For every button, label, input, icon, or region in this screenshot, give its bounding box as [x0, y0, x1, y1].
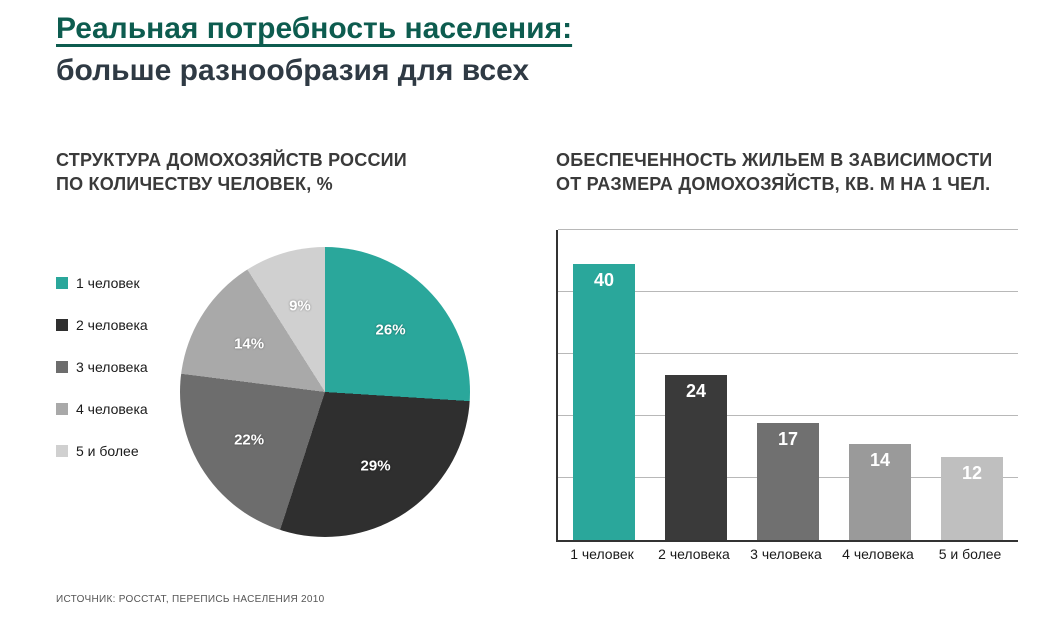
pie-disc	[180, 247, 470, 537]
legend-label: 4 человека	[76, 401, 148, 417]
pie-chart: 26% 29% 22% 14% 9%	[180, 247, 470, 537]
legend-swatch	[56, 403, 68, 415]
page-title: Реальная потребность населения:	[56, 12, 572, 46]
bar-chart: 40 24 17 14 12	[556, 230, 1018, 542]
legend-label: 1 человек	[76, 275, 140, 291]
bar-value-label: 24	[665, 381, 727, 402]
bar-slot: 14	[834, 230, 926, 540]
legend-item: 2 человека	[56, 317, 148, 333]
bar-x-label: 4 человека	[832, 546, 924, 562]
legend-swatch	[56, 277, 68, 289]
source-footnote: ИСТОЧНИК: РОССТАТ, ПЕРЕПИСЬ НАСЕЛЕНИЯ 20…	[56, 594, 325, 605]
legend-label: 5 и более	[76, 443, 139, 459]
bar-group: 40 24 17 14 12	[558, 230, 1018, 540]
bar-slot: 12	[926, 230, 1018, 540]
bar-value-label: 40	[573, 270, 635, 291]
bar-value-label: 12	[941, 463, 1003, 484]
pie-slice-label: 9%	[289, 297, 311, 314]
page-subtitle: больше разнообразия для всех	[56, 54, 529, 88]
bar: 12	[941, 457, 1003, 540]
bar-x-label: 1 человек	[556, 546, 648, 562]
bar: 14	[849, 444, 911, 540]
legend-item: 5 и более	[56, 443, 148, 459]
legend-swatch	[56, 445, 68, 457]
legend-item: 1 человек	[56, 275, 148, 291]
legend-item: 4 человека	[56, 401, 148, 417]
bar-x-labels: 1 человек2 человека3 человека4 человека5…	[556, 546, 1016, 562]
bar: 17	[757, 423, 819, 540]
legend-label: 2 человека	[76, 317, 148, 333]
pie-slice-label: 29%	[361, 458, 391, 475]
bar-slot: 24	[650, 230, 742, 540]
pie-slice-label: 22%	[234, 432, 264, 449]
bar-value-label: 14	[849, 450, 911, 471]
bar-x-label: 2 человека	[648, 546, 740, 562]
bar-chart-title: ОБЕСПЕЧЕННОСТЬ ЖИЛЬЕМ В ЗАВИСИМОСТИ ОТ Р…	[556, 148, 1016, 197]
pie-slice-label: 14%	[234, 335, 264, 352]
bar-slot: 40	[558, 230, 650, 540]
legend-swatch	[56, 319, 68, 331]
pie-slice-label: 26%	[376, 322, 406, 339]
bar-value-label: 17	[757, 429, 819, 450]
legend-item: 3 человека	[56, 359, 148, 375]
legend-label: 3 человека	[76, 359, 148, 375]
bar-x-label: 3 человека	[740, 546, 832, 562]
pie-legend: 1 человек 2 человека 3 человека 4 человека 5…	[56, 275, 148, 485]
bar: 24	[665, 375, 727, 540]
bar-x-label: 5 и более	[924, 546, 1016, 562]
pie-chart-title: СТРУКТУРА ДОМОХОЗЯЙСТВ РОССИИ ПО КОЛИЧЕС…	[56, 148, 436, 197]
bar-slot: 17	[742, 230, 834, 540]
page: Реальная потребность населения: больше р…	[0, 0, 1050, 617]
bar: 40	[573, 264, 635, 540]
legend-swatch	[56, 361, 68, 373]
